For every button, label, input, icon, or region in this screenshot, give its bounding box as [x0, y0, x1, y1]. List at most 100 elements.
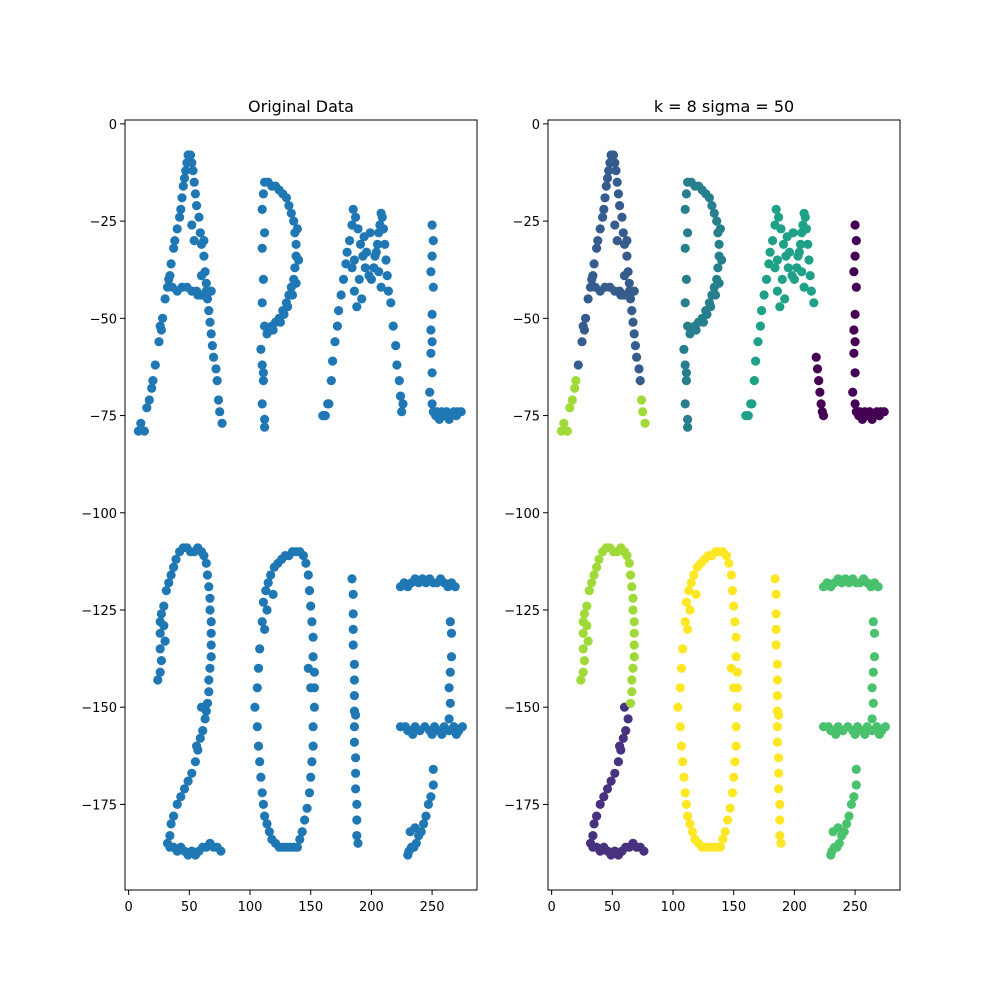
data-point	[175, 212, 185, 222]
cluster-2-point	[608, 150, 619, 160]
cluster-2-point	[629, 329, 639, 339]
cluster-7-point	[673, 702, 683, 712]
data-point	[427, 251, 437, 261]
data-point	[147, 383, 157, 393]
cluster-7-point	[732, 702, 743, 712]
cluster-4-point	[783, 263, 793, 273]
data-point	[178, 181, 188, 191]
data-point	[351, 212, 361, 222]
cluster-7-point	[679, 772, 689, 782]
data-point	[257, 243, 267, 253]
data-point	[156, 325, 166, 335]
data-point	[142, 403, 152, 413]
cluster-6-point	[567, 395, 577, 405]
data-point	[347, 574, 357, 584]
y-tick-label: −75	[90, 410, 117, 425]
data-point	[303, 663, 313, 673]
cluster-5-point	[874, 729, 885, 740]
data-point	[328, 356, 338, 366]
data-point	[192, 741, 202, 751]
cluster-4-point	[775, 302, 785, 312]
data-point	[161, 586, 171, 596]
cluster-1-point	[606, 776, 616, 786]
data-point	[308, 722, 318, 732]
cluster-4-point	[759, 290, 769, 300]
data-point	[148, 376, 158, 386]
cluster-1-point	[592, 811, 602, 821]
cluster-3-point	[709, 208, 719, 218]
cluster-7-point	[684, 586, 694, 596]
y-tick-label: −125	[81, 604, 117, 619]
data-point	[421, 811, 431, 821]
data-point	[212, 376, 222, 386]
cluster-7-point	[727, 586, 738, 596]
cluster-6-point	[622, 551, 632, 561]
data-point	[444, 414, 454, 424]
cluster-5-point	[851, 780, 861, 790]
data-point	[295, 834, 305, 845]
cluster-6-point	[576, 675, 586, 685]
cluster-3-point	[680, 399, 690, 409]
cluster-7-point	[691, 589, 701, 600]
data-point	[207, 341, 217, 351]
original-data-title: Original Data	[248, 97, 354, 116]
data-point	[348, 589, 358, 600]
data-point	[206, 329, 216, 339]
cluster-5-point	[869, 628, 880, 638]
data-point	[179, 784, 190, 794]
data-point	[342, 247, 352, 257]
data-point	[216, 846, 226, 856]
data-point	[428, 764, 438, 775]
data-point	[177, 193, 187, 203]
data-point	[345, 236, 355, 246]
data-point	[308, 652, 318, 662]
cluster-6-point	[570, 383, 580, 393]
x-tick-label: 250	[420, 900, 445, 915]
data-point	[156, 656, 166, 666]
data-point	[160, 636, 170, 646]
clustered-data-points	[556, 150, 891, 860]
data-point	[257, 399, 267, 409]
data-point	[196, 702, 207, 712]
x-tick-label: 250	[843, 900, 868, 915]
data-point	[425, 387, 435, 397]
data-point	[308, 741, 318, 751]
data-point	[281, 193, 291, 203]
data-point	[144, 395, 154, 405]
data-point	[372, 239, 383, 249]
data-point	[260, 624, 270, 635]
cluster-5-point	[831, 729, 841, 740]
data-point	[261, 586, 271, 596]
cluster-7-point	[774, 784, 784, 794]
data-point	[381, 255, 391, 265]
cluster-5-point	[868, 617, 878, 627]
data-point	[205, 593, 215, 603]
cluster-4-point	[743, 411, 753, 421]
data-point	[262, 605, 272, 615]
cluster-3-point	[717, 255, 727, 265]
cluster-4-point	[765, 247, 775, 257]
cluster-7-point	[731, 741, 741, 751]
data-point	[382, 271, 392, 281]
data-point	[262, 819, 272, 829]
cluster-7-point	[721, 551, 732, 561]
cluster-7-point	[771, 640, 781, 650]
cluster-7-point	[727, 788, 738, 798]
cluster-6-point	[562, 426, 573, 436]
cluster-2-point	[622, 236, 632, 246]
data-point	[196, 271, 207, 281]
cluster-7-point	[724, 558, 734, 568]
data-point	[334, 306, 344, 316]
cluster-7-point	[726, 570, 736, 580]
data-point	[426, 792, 436, 802]
cluster-7-point	[774, 768, 784, 778]
y-tick-label: −150	[81, 701, 117, 716]
cluster-4-point	[780, 294, 790, 304]
cluster-1-point	[615, 741, 625, 751]
data-point	[155, 628, 165, 638]
x-tick-label: 50	[604, 900, 621, 915]
cluster-0-point	[850, 337, 860, 347]
cluster-1-point	[589, 819, 599, 829]
data-point	[361, 247, 372, 257]
data-point	[414, 831, 424, 841]
